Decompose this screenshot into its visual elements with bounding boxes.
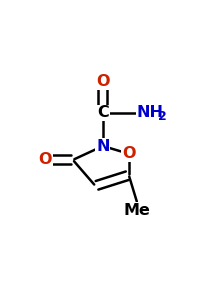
Text: C: C [97,105,108,121]
Text: 2: 2 [157,110,166,123]
Text: N: N [96,139,109,153]
Text: NH: NH [136,105,162,121]
Text: O: O [96,74,109,89]
Text: Me: Me [123,203,150,218]
Text: O: O [38,152,52,167]
Text: O: O [122,146,135,161]
